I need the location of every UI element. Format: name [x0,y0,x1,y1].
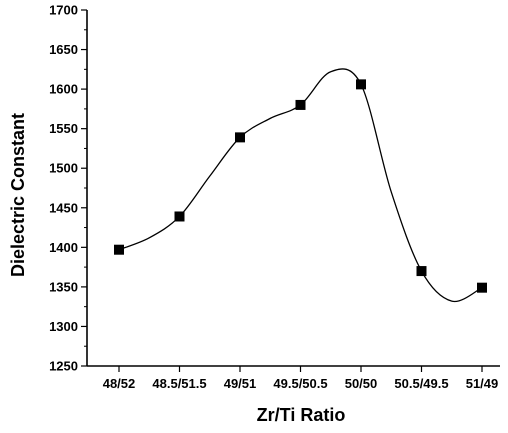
data-point [416,266,427,277]
y-tick-label: 1700 [49,3,78,18]
y-tick-label: 1300 [49,319,78,334]
x-tick-label: 51/49 [466,376,499,391]
y-tick-label: 1350 [49,279,78,294]
x-axis-title: Zr/Ti Ratio [257,405,346,425]
x-axis-ticks: 48/52 48.5/51.5 49/51 49.5/50.5 50/50 50.5/49… [103,366,499,391]
y-tick-label: 1400 [49,240,78,255]
y-tick-label: 1650 [49,42,78,57]
x-tick-label: 50.5/49.5 [394,376,448,391]
y-tick-label: 1450 [49,200,78,215]
y-tick-label: 1250 [49,359,78,374]
x-tick-label: 49.5/50.5 [273,376,327,391]
data-point [174,211,185,222]
y-tick-label: 1600 [49,82,78,97]
y-tick-label: 1500 [49,161,78,176]
data-point [114,244,124,255]
x-tick-label: 48/52 [103,376,136,391]
y-tick-label: 1550 [49,121,78,136]
data-point [235,132,245,143]
x-tick-label: 50/50 [345,376,378,391]
data-markers [114,79,487,293]
data-point [295,99,306,110]
x-tick-label: 48.5/51.5 [152,376,206,391]
y-axis-title: Dielectric Constant [8,113,28,277]
data-point [356,79,366,90]
x-tick-label: 49/51 [224,376,257,391]
y-axis-ticks: 1250 1300 1350 1400 1450 1500 1550 1600 1650 1700 [49,3,87,374]
data-point [477,282,487,293]
axes [86,10,500,367]
